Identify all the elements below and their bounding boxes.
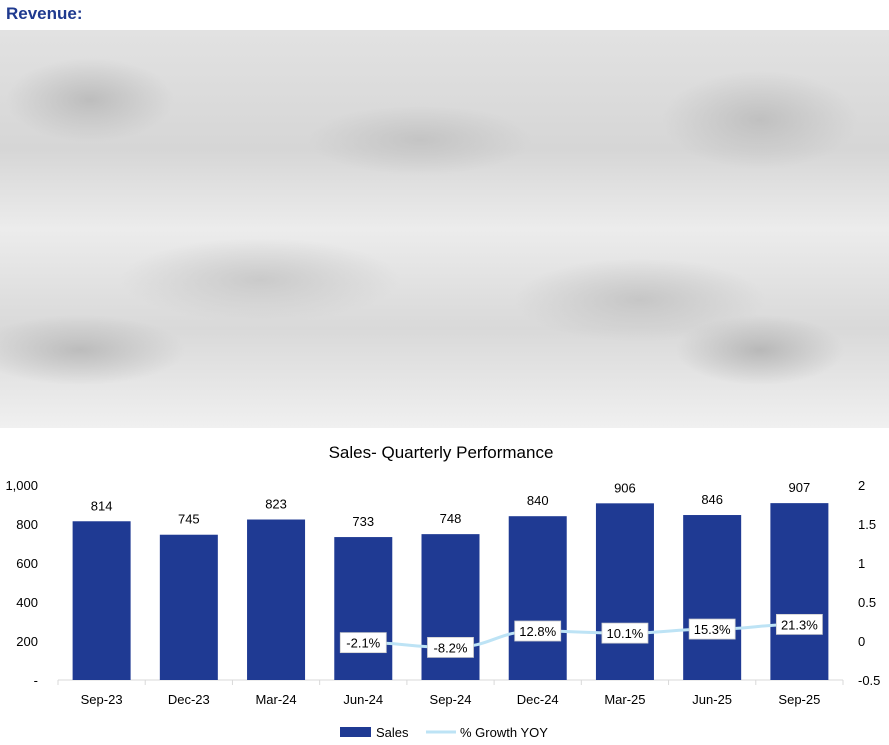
- growth-label: 15.3%: [694, 622, 731, 637]
- x-axis-ticks: [57, 680, 844, 685]
- growth-labels: -2.1% -8.2% 12.8% 10.1% 15.3% 21.3%: [339, 613, 823, 658]
- y-left-tick-label: 1,000: [5, 478, 38, 493]
- bar: [72, 521, 131, 680]
- bar-value-label: 814: [91, 498, 113, 513]
- y-axis-left: - 200 400 600 800 1,000: [5, 478, 38, 688]
- growth-label-box: [339, 632, 387, 654]
- y-right-tick-label: 0.5: [858, 595, 876, 610]
- bar-value-label: 907: [789, 480, 811, 495]
- growth-label-box: [688, 618, 736, 640]
- legend-label-growth: % Growth YOY: [460, 725, 548, 740]
- bar-value-label: 823: [265, 497, 287, 512]
- y-right-tick-label: 1: [858, 556, 865, 571]
- legend: Sales % Growth YOY: [340, 725, 548, 740]
- x-tick-label: Sep-23: [81, 692, 123, 707]
- y-left-tick-label: 600: [16, 556, 38, 571]
- x-tick-label: Dec-23: [168, 692, 210, 707]
- growth-label: -8.2%: [434, 640, 468, 655]
- bar: [421, 534, 480, 680]
- growth-label: -2.1%: [346, 636, 380, 651]
- growth-label-box: [601, 622, 649, 644]
- x-tick-label: Sep-25: [778, 692, 820, 707]
- legend-swatch-sales: [340, 727, 371, 737]
- y-left-tick-label: 800: [16, 517, 38, 532]
- growth-label-box: [514, 620, 562, 642]
- growth-label: 10.1%: [607, 626, 644, 641]
- legend-label-sales: Sales: [376, 725, 409, 740]
- bar: [595, 503, 654, 680]
- y-right-tick-label: -0.5: [858, 673, 880, 688]
- growth-label: 12.8%: [519, 624, 556, 639]
- x-tick-label: Dec-24: [517, 692, 559, 707]
- bar: [159, 534, 218, 680]
- x-tick-label: Mar-25: [604, 692, 645, 707]
- bar-labels: 814 745 823 733 748 840 906 846 907: [91, 480, 810, 529]
- bar-value-label: 846: [701, 492, 723, 507]
- bar: [683, 515, 742, 680]
- bar: [508, 516, 567, 680]
- blurred-text-region: [0, 30, 889, 428]
- bar: [770, 503, 829, 680]
- x-axis-labels: Sep-23 Dec-23 Mar-24 Jun-24 Sep-24 Dec-24 Mar-…: [81, 692, 821, 707]
- x-tick-label: Jun-25: [692, 692, 732, 707]
- bar-value-label: 840: [527, 493, 549, 508]
- y-left-tick-label: 200: [16, 634, 38, 649]
- bar-value-label: 748: [440, 511, 462, 526]
- y-right-tick-label: 0: [858, 634, 865, 649]
- x-tick-label: Jun-24: [343, 692, 383, 707]
- growth-label-box: [427, 636, 474, 658]
- x-tick-label: Sep-24: [430, 692, 472, 707]
- bar-value-label: 733: [352, 514, 374, 529]
- bar-value-label: 906: [614, 480, 636, 495]
- y-axis-right: -0.5 0 0.5 1 1.5 2: [858, 478, 880, 688]
- bar: [334, 537, 393, 680]
- y-left-tick-label: 400: [16, 595, 38, 610]
- growth-label: 21.3%: [781, 617, 818, 632]
- y-right-tick-label: 2: [858, 478, 865, 493]
- bar-value-label: 745: [178, 512, 200, 527]
- section-heading: Revenue:: [6, 4, 83, 23]
- x-tick-label: Mar-24: [255, 692, 296, 707]
- bar: [247, 519, 306, 680]
- growth-label-box: [775, 613, 823, 635]
- chart-title: Sales- Quarterly Performance: [329, 443, 554, 462]
- sales-chart: Sales- Quarterly Performance - 200 400 600 8…: [5, 443, 880, 740]
- y-left-tick-label: -: [34, 673, 38, 688]
- y-right-tick-label: 1.5: [858, 517, 876, 532]
